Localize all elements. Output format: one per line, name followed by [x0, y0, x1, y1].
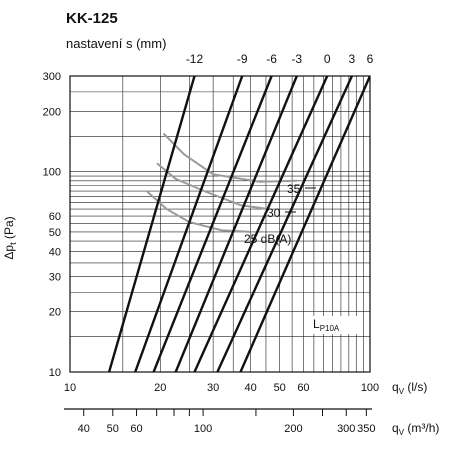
y-tick-label: 100 [43, 167, 61, 179]
annotation-subscript: P10A [320, 324, 340, 333]
secondary-x-tick-label: 200 [284, 423, 302, 435]
y-axis-label: Δpt (Pa) [2, 216, 18, 259]
y-tick-label: 300 [43, 71, 61, 83]
annotation-background [309, 316, 357, 334]
y-tick-label: 200 [43, 106, 61, 118]
noise-curve [162, 132, 297, 183]
secondary-x-tick-label: 350 [357, 423, 375, 435]
y-tick-label: 40 [49, 246, 61, 258]
setting-line [216, 76, 353, 372]
y-tick-label: 20 [49, 307, 61, 319]
setting-label: 0 [324, 52, 331, 66]
x-tick-label: 10 [64, 382, 76, 394]
x-tick-label: 30 [207, 382, 219, 394]
setting-label: 6 [367, 52, 374, 66]
secondary-x-tick-label: 40 [78, 423, 90, 435]
setting-label: -6 [266, 52, 277, 66]
noise-curve-label: 25 dB(A) [244, 232, 291, 246]
x-tick-label: 50 [274, 382, 286, 394]
setting-label: -9 [237, 52, 248, 66]
setting-label: 3 [349, 52, 356, 66]
setting-line [107, 76, 196, 372]
y-tick-label: 50 [49, 227, 61, 239]
setting-label: -3 [291, 52, 302, 66]
secondary-x-axis-label: qV (m³/h) [392, 421, 439, 437]
axis-label-subscript: V [399, 387, 405, 396]
y-tick-label: 60 [49, 211, 61, 223]
chart-title: KK-125 [66, 10, 118, 27]
noise-curve-label: 35 [287, 182, 301, 196]
setting-label: -12 [186, 52, 204, 66]
secondary-x-tick-label: 300 [337, 423, 355, 435]
noise-curve-label: 30 [267, 206, 281, 220]
setting-line [193, 76, 329, 372]
x-tick-label: 100 [361, 382, 379, 394]
axis-label-unit: (m³/h) [404, 421, 439, 435]
setting-line [239, 76, 370, 372]
setting-line [174, 76, 298, 372]
noise-curve [156, 162, 269, 211]
y-axis-subscript: t [8, 242, 18, 245]
secondary-x-tick-label: 50 [107, 423, 119, 435]
x-tick-label: 60 [297, 382, 309, 394]
x-tick-label: 20 [154, 382, 166, 394]
setting-lines [107, 76, 370, 372]
axis-label-unit: (l/s) [404, 380, 427, 394]
setting-line [134, 76, 244, 372]
axis-label-subscript: V [399, 428, 405, 437]
chart-subtitle: nastavení s (mm) [66, 36, 167, 51]
secondary-x-tick-label: 100 [194, 423, 212, 435]
x-tick-label: 40 [244, 382, 256, 394]
y-tick-label: 10 [49, 367, 61, 379]
y-axis-unit: (Pa) [2, 216, 16, 242]
y-tick-label: 30 [49, 271, 61, 283]
plot-frame [69, 75, 371, 373]
secondary-x-tick-label: 60 [130, 423, 142, 435]
setting-line [152, 76, 273, 372]
x-axis-label: qV (l/s) [392, 380, 427, 396]
